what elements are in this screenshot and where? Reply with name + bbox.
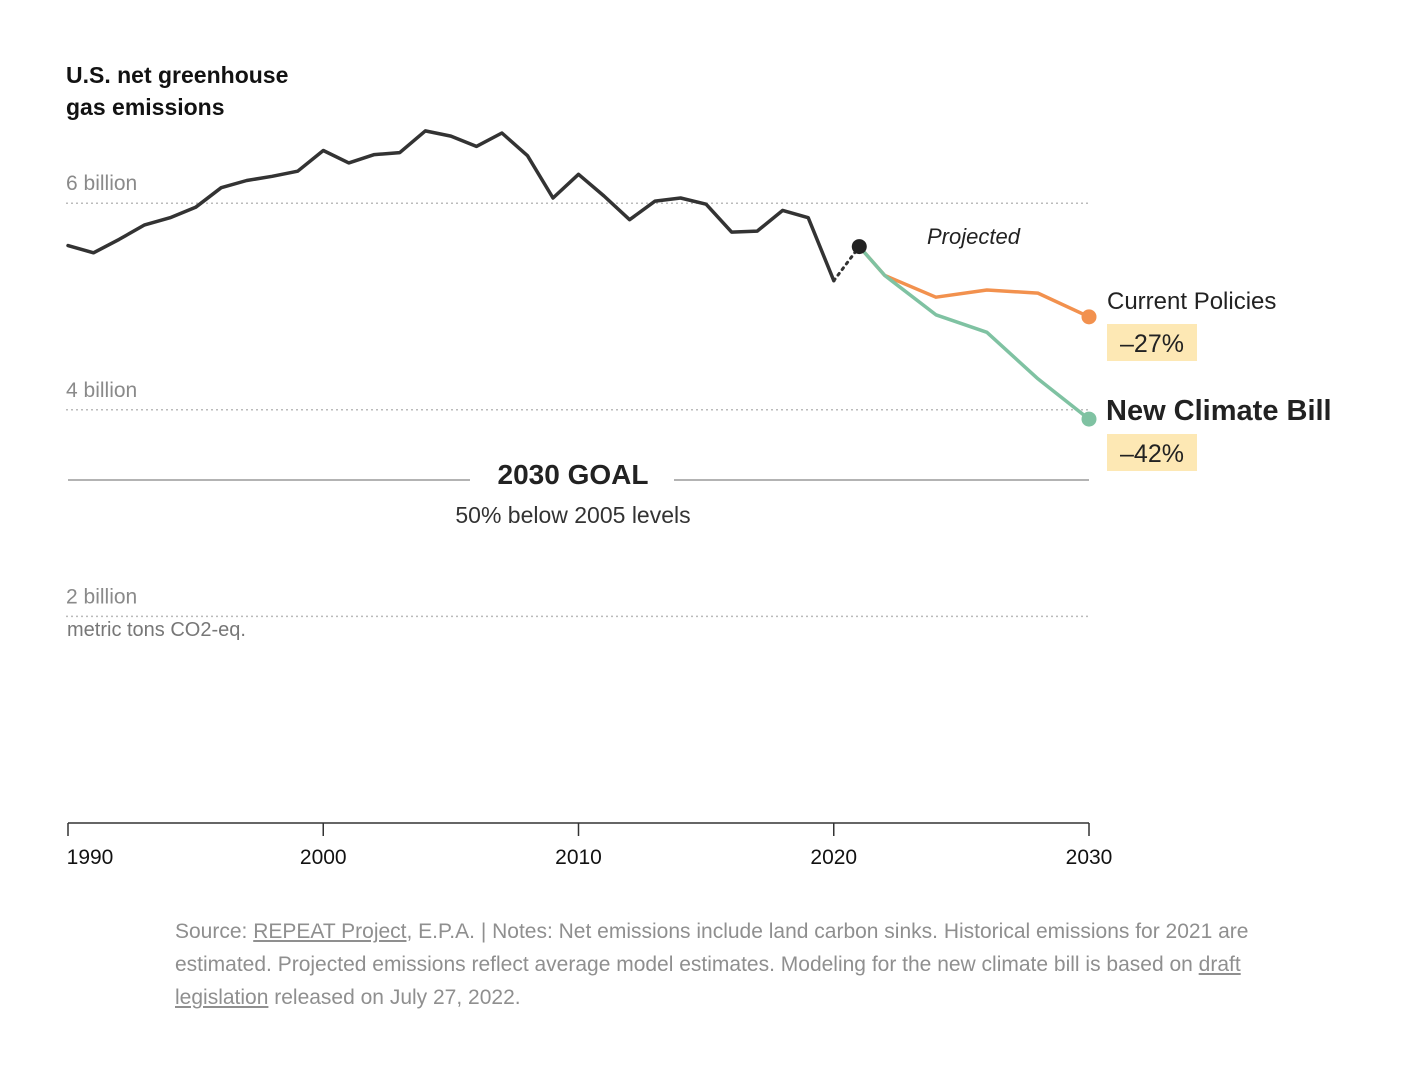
x-ticks: 1990 2000 2010 2020 2030 [67,823,1113,869]
source-link-repeat-project[interactable]: REPEAT Project [253,920,407,943]
new-climate-bill-label: New Climate Bill [1106,395,1332,427]
y-tick-label-2: 2 billion [66,585,137,608]
chart-title-line-1: U.S. net greenhouse [66,62,288,88]
x-tick-label-1990: 1990 [67,846,114,869]
y-gridlines [66,202,1089,618]
new-climate-bill-line [857,244,1091,421]
new-climate-bill-change: –42% [1120,440,1184,468]
y-tick-labels: 2 billion 4 billion 6 billion [66,172,137,608]
historical-line [66,129,836,283]
series-lines [66,129,1097,427]
current-policies-end-point [1081,309,1097,325]
estimate-2021-point [851,239,867,255]
projected-annotation: Projected [927,224,1021,249]
x-tick-label-2030: 2030 [1066,846,1113,869]
y-tick-label-4: 4 billion [66,379,137,402]
source-suffix: released on July 27, 2022. [268,986,521,1009]
chart-title-line-2: gas emissions [66,94,225,120]
x-tick-label-2000: 2000 [300,846,347,869]
source-link-draft-legislation[interactable]: draft legislation [175,953,1241,1009]
source-notes-text: , E.P.A. | Notes: Net emissions include … [175,920,1249,976]
new-climate-bill-end-point [1081,411,1097,427]
current-policies-change: –27% [1120,330,1184,358]
current-policies-change-bg [1107,324,1197,361]
current-policies-label: Current Policies [1107,288,1276,315]
y-unit-label: metric tons CO2-eq. [67,619,246,641]
new-climate-bill-change-bg [1107,434,1197,471]
x-tick-label-2020: 2020 [810,846,857,869]
source-note: Source: REPEAT Project, E.P.A. | Notes: … [175,915,1315,1014]
x-tick-label-2010: 2010 [555,846,602,869]
goal-subtitle: 50% below 2005 levels [455,502,690,528]
goal-title: 2030 GOAL [498,459,649,490]
y-tick-label-6: 6 billion [66,172,137,195]
source-prefix: Source: [175,920,254,943]
